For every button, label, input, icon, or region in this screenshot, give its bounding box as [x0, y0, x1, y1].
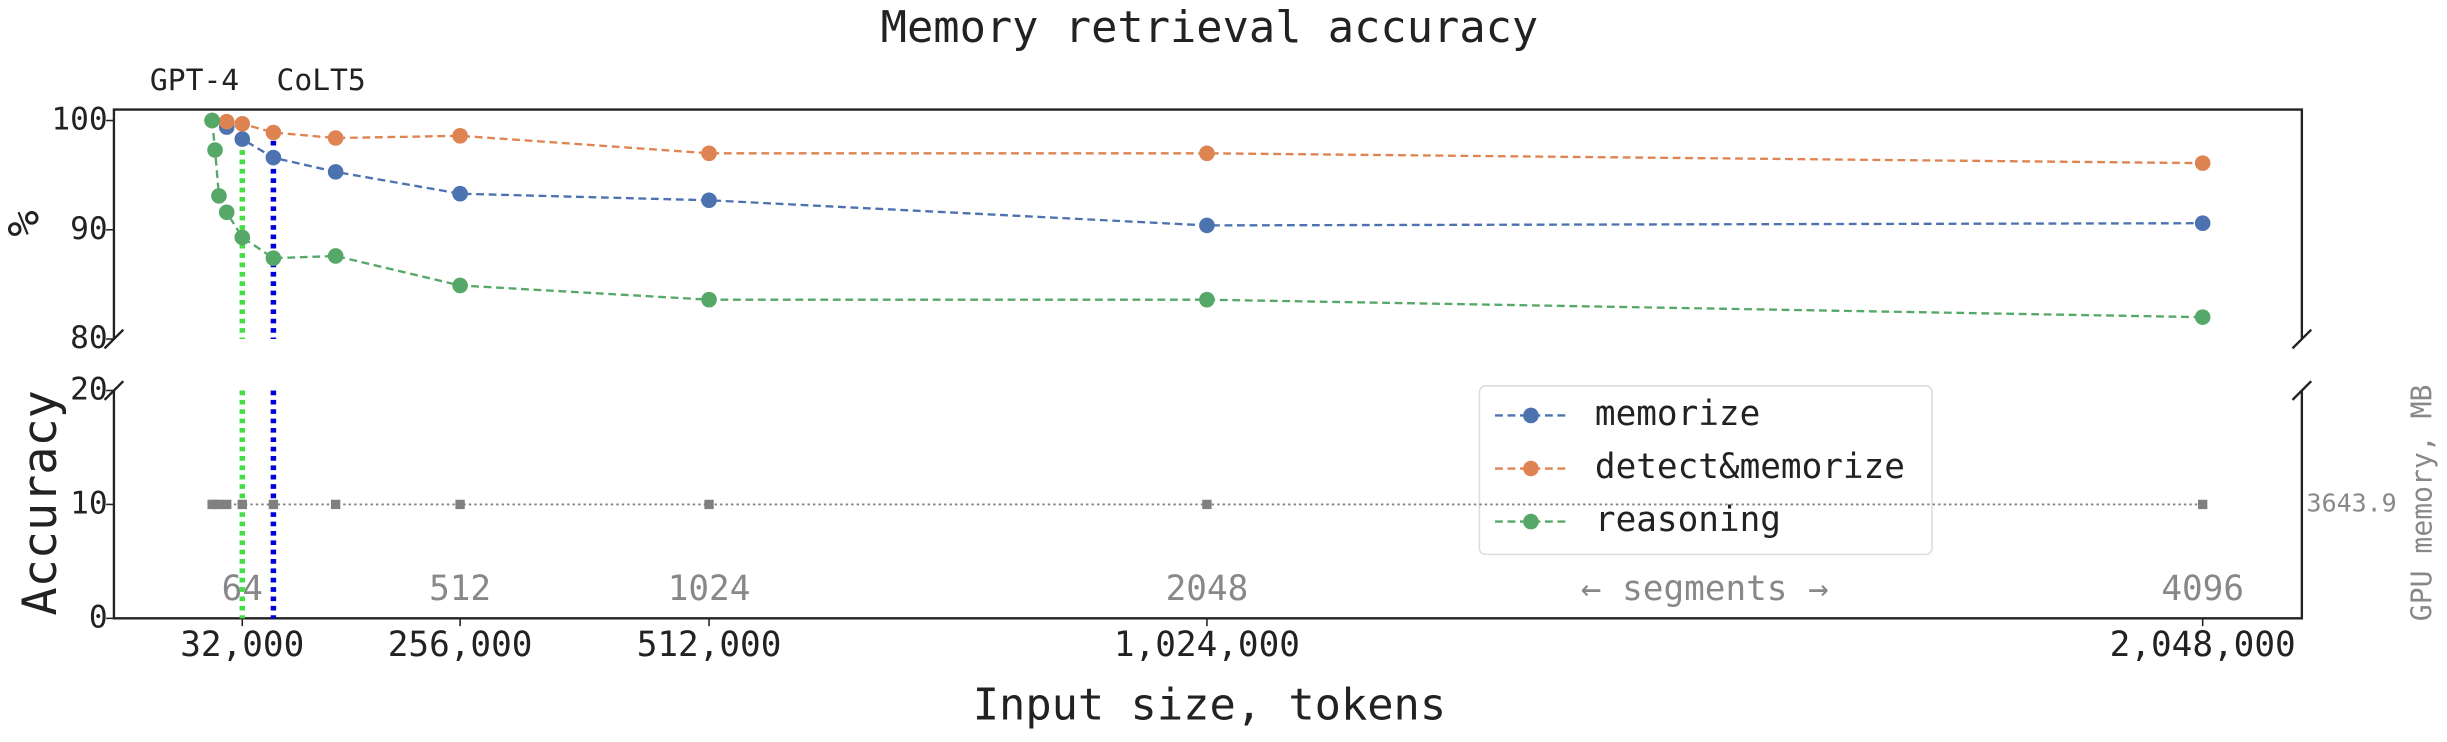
segment-tick-label: 1024: [668, 569, 751, 609]
point: [455, 499, 465, 510]
point: [265, 250, 282, 266]
y-tick-label: 100: [51, 102, 107, 138]
point: [234, 131, 251, 147]
point: [214, 499, 224, 510]
point: [327, 130, 344, 146]
axes-frame: [112, 108, 2304, 620]
x-tick-label: 2,048,000: [2110, 625, 2296, 665]
point: [701, 192, 717, 209]
point: [234, 229, 251, 246]
point: [452, 277, 468, 294]
y-tick-label: 10: [70, 485, 108, 521]
point: [1199, 145, 1215, 162]
segments-label: ← segments →: [1581, 569, 1829, 609]
point: [211, 188, 227, 204]
x-axis-label: Input size, tokens: [973, 679, 1446, 730]
legend-label: reasoning: [1595, 500, 1781, 540]
point: [1202, 499, 1212, 510]
series-line: [210, 120, 2203, 319]
point: [330, 499, 341, 510]
point: [327, 248, 344, 264]
annotation-label: GPT-4: [150, 62, 239, 97]
segment-tick-label: 2048: [1166, 569, 1249, 609]
point: [204, 112, 220, 129]
legend: [1478, 385, 1933, 556]
y-axis-label: %: [0, 210, 50, 236]
point: [2194, 155, 2211, 171]
point: [704, 499, 714, 510]
point: [1199, 217, 1215, 234]
point: [218, 113, 235, 130]
y-tick-label: 80: [70, 320, 108, 356]
segment-tick-label: 512: [429, 569, 491, 609]
point: [2194, 215, 2211, 232]
x-tick-label: 256,000: [388, 625, 533, 665]
x-tick-label: 512,000: [637, 625, 782, 665]
point: [701, 291, 717, 308]
point: [265, 124, 282, 141]
point: [452, 128, 468, 144]
y-tick-label: 0: [89, 599, 108, 635]
y-axis-label: Accuracy: [14, 390, 68, 615]
point: [207, 142, 223, 158]
point: [2197, 499, 2208, 510]
y-tick-label: 20: [70, 372, 108, 408]
point: [2194, 309, 2211, 325]
point: [701, 145, 717, 162]
point: [452, 185, 468, 202]
annotation-label: CoLT5: [277, 62, 366, 97]
point: [237, 499, 247, 510]
chart-title: Memory retrieval accuracy: [881, 2, 1539, 53]
point: [268, 499, 279, 510]
point: [222, 499, 232, 510]
legend-label: detect&memorize: [1595, 447, 1905, 487]
point: [265, 149, 282, 166]
point: [218, 204, 235, 221]
y2-axis-label: GPU memory, MB: [2406, 385, 2439, 622]
segment-tick-label: 4096: [2161, 569, 2244, 609]
point: [1199, 291, 1215, 308]
legend-marker: [1523, 407, 1539, 424]
y2-tick-label: 3643.9: [2307, 488, 2397, 517]
legend-marker: [1523, 513, 1539, 530]
legend-marker: [1523, 460, 1539, 477]
point: [327, 164, 344, 180]
series-line: [226, 120, 2203, 165]
legend-label: memorize: [1595, 394, 1760, 434]
axis-break: [103, 328, 2313, 401]
series-line: [226, 126, 2203, 227]
x-tick-label: 1,024,000: [1114, 625, 1300, 665]
point: [234, 116, 251, 132]
y-tick-label: 90: [70, 211, 108, 247]
x-tick-label: 32,000: [180, 625, 304, 665]
